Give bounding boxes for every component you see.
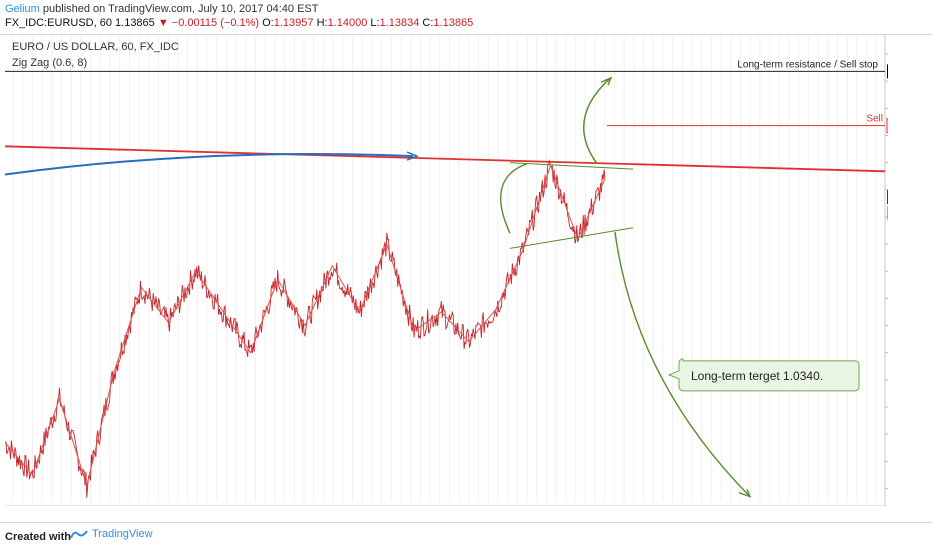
tradingview-brand[interactable]: TradingView (70, 528, 153, 540)
high-value: 1.14000 (327, 17, 368, 29)
low-value: 1.13834 (379, 17, 420, 29)
bull-arrow-curve (583, 77, 611, 165)
bull-arrow-head (600, 76, 613, 86)
change-text: ▼ −0.00115 (−0.1%) (157, 17, 260, 29)
plot-background (5, 35, 888, 506)
close-label: C: (422, 17, 434, 29)
published-text: published on TradingView.com, July 10, 2… (42, 3, 319, 15)
triangle-upper-line (509, 162, 634, 170)
created-with-text: Created with (5, 531, 72, 543)
resistance-label: Long-term resistance / Sell stop (737, 59, 878, 70)
zigzag-indicator (5, 163, 606, 488)
sell-label: Sell (866, 114, 883, 125)
low-label: L: (370, 17, 380, 29)
open-value: 1.13957 (273, 17, 314, 29)
tradingview-text: TradingView (92, 528, 153, 540)
bear-arrow-head (738, 489, 752, 498)
price-axis-badge (886, 118, 888, 134)
bear-arrow-curve (614, 232, 751, 498)
target-callout-box (667, 358, 860, 392)
symbol-quote-line: FX_IDC:EURUSD, 60 1.13865 ▼ −0.00115 (−0… (5, 17, 473, 29)
publish-info: Gelium published on TradingView.com, Jul… (5, 3, 319, 15)
triangle-lower-line (509, 227, 634, 249)
target-callout-text: Long-term terget 1.0340. (691, 369, 823, 383)
projection-curve (5, 152, 414, 176)
projection-arrow-head (406, 151, 420, 161)
price-axis-badge (887, 206, 888, 221)
tradingview-logo-icon (70, 529, 88, 538)
chart-title: EURO / US DOLLAR, 60, FX_IDC (12, 41, 179, 53)
long-term-trendline (5, 145, 886, 173)
publish-header: Gelium published on TradingView.com, Jul… (0, 0, 932, 35)
close-value: 1.13865 (433, 17, 474, 29)
price-series-line (5, 159, 606, 498)
breakout-curve-left (500, 163, 528, 234)
indicator-label[interactable]: Zig Zag (0.6, 8) (12, 57, 88, 69)
price-chart[interactable]: 1.085001.090001.095001.100001.105001.110… (5, 35, 888, 506)
author-link[interactable]: Gelium (5, 3, 40, 15)
open-label: O: (262, 17, 274, 29)
price-axis-badge (887, 190, 888, 205)
symbol-line: FX_IDC:EURUSD, 60 1.13865 (5, 17, 155, 29)
footer: Created with TradingView (0, 522, 932, 551)
high-label: H: (316, 17, 328, 29)
price-axis-badge (887, 64, 888, 79)
